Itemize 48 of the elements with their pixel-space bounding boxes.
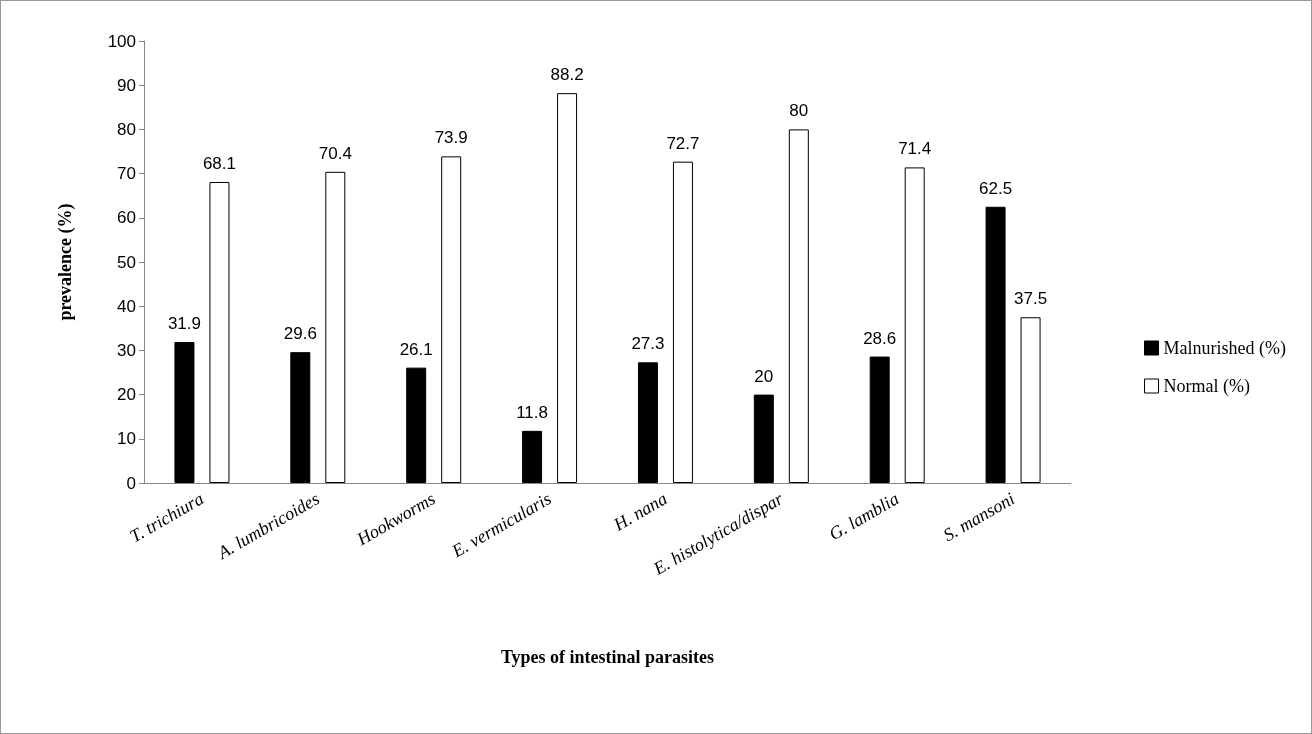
y-tick-label: 50 (117, 252, 136, 272)
y-axis-title: prevalence (%) (55, 203, 76, 321)
data-label: 80 (789, 101, 809, 121)
bar (637, 362, 658, 483)
bar (557, 93, 578, 483)
data-label: 73.9 (434, 128, 468, 148)
data-label: 11.8 (516, 402, 548, 422)
bar (174, 342, 195, 483)
y-tick-label: 90 (117, 75, 136, 95)
data-label: 29.6 (283, 324, 317, 344)
bar (406, 367, 427, 483)
y-tick-label: 100 (107, 31, 136, 51)
data-label: 26.1 (399, 339, 433, 359)
data-label: 68.1 (202, 154, 236, 173)
bar (985, 206, 1006, 483)
y-tick-label: 70 (117, 164, 136, 184)
bar (672, 161, 693, 483)
y-tick-label: 20 (117, 385, 136, 405)
data-label: 88.2 (550, 65, 584, 85)
bar (290, 352, 311, 483)
data-label: 20 (754, 366, 774, 386)
data-label: 37.5 (1014, 289, 1048, 309)
y-tick-label: 10 (117, 429, 136, 449)
legend-label: Normal (%) (1163, 376, 1251, 397)
bar (1020, 317, 1041, 483)
bar (441, 156, 462, 483)
legend-label: Malnurished (%) (1163, 338, 1287, 359)
bar (325, 171, 346, 483)
y-tick-label: 80 (117, 119, 136, 139)
bar (522, 430, 543, 483)
data-label: 70.4 (318, 143, 352, 163)
data-label: 71.4 (898, 139, 932, 159)
bar (788, 129, 809, 483)
x-axis-title: Types of intestinal parasites (500, 647, 715, 667)
y-tick-label: 40 (117, 296, 136, 316)
bar (869, 356, 890, 483)
bar (209, 182, 230, 483)
bar (904, 167, 925, 483)
data-label: 72.7 (666, 133, 700, 153)
x-tick-label: H. nana (609, 488, 671, 536)
data-label: 31.9 (167, 314, 201, 333)
bar (753, 394, 774, 483)
data-label: 62.5 (979, 178, 1013, 198)
y-tick-label: 0 (126, 473, 136, 493)
data-label: 27.3 (631, 334, 665, 354)
data-label: 28.6 (863, 328, 897, 348)
y-tick-label: 60 (117, 208, 136, 228)
y-tick-label: 30 (117, 340, 136, 360)
